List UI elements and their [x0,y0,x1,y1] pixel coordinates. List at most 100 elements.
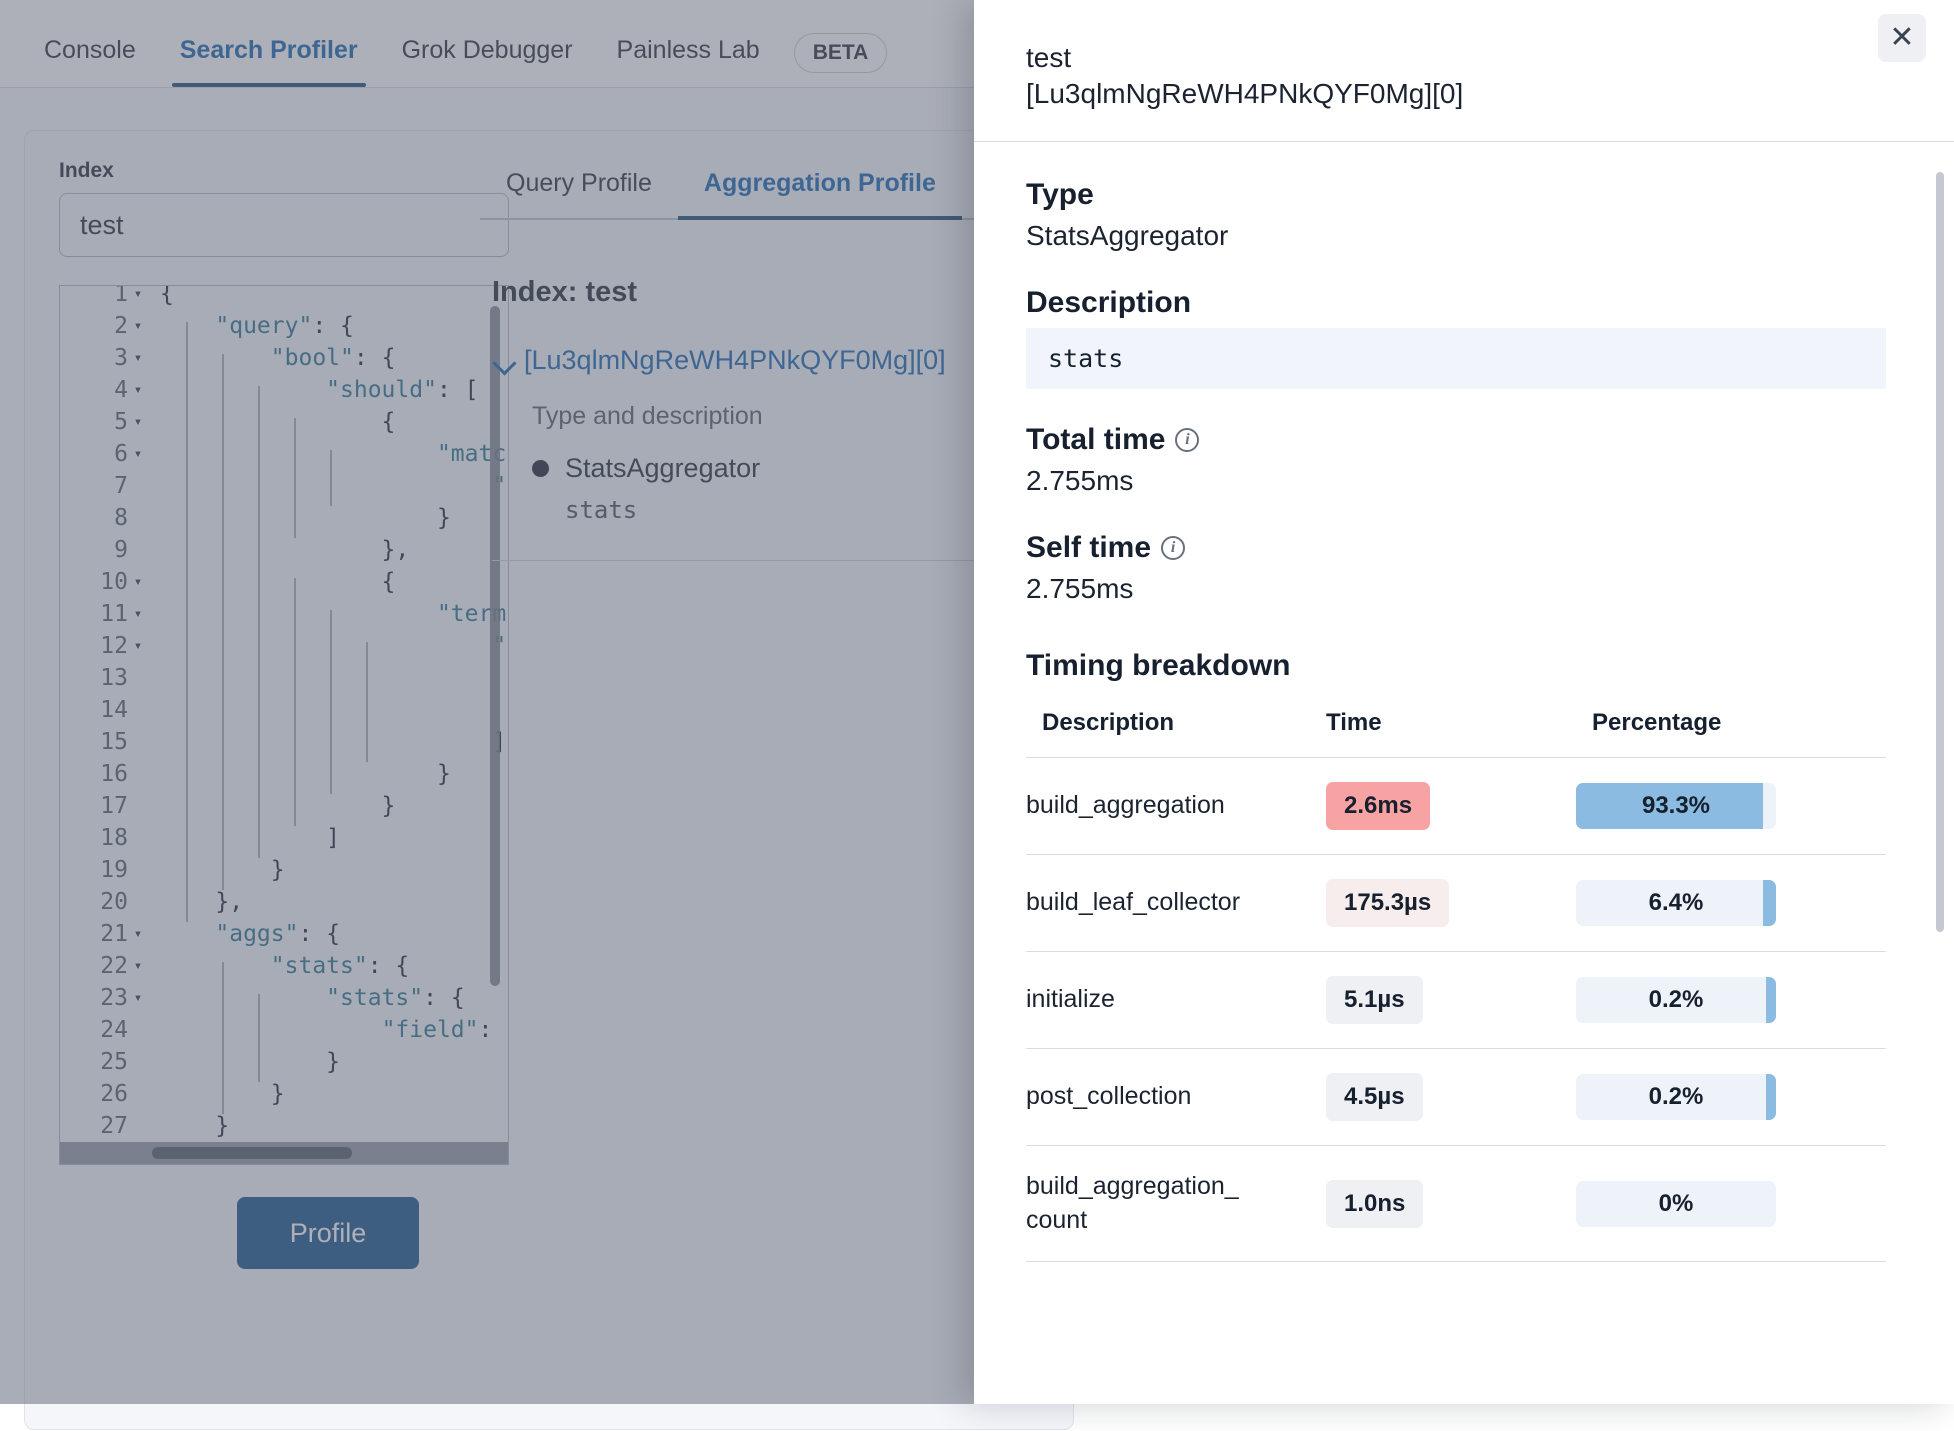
percentage-label: 0% [1658,1189,1694,1217]
time-pill: 5.1µs [1326,975,1423,1024]
editor-line-number: 18 [100,825,128,851]
row-time: 5.1µs [1326,951,1576,1049]
editor-line-number: 21 ▾ [60,918,148,950]
row-percentage: 0.2% [1576,1048,1886,1146]
editor-line[interactable]: "bool": { [270,345,396,371]
fold-triangle-icon[interactable]: ▾ [133,414,143,430]
editor-line-number: 26 [100,1081,128,1107]
editor-line[interactable]: } [160,1049,341,1075]
timing-breakdown-heading: Timing breakdown [1026,648,1291,682]
type-heading: Type [1026,177,1094,211]
time-pill: 1.0ns [1326,1179,1424,1228]
info-icon-self-time[interactable]: i [1161,535,1186,560]
tab-grok-debugger[interactable]: Grok Debugger [380,36,595,87]
description-heading: Description [1026,285,1192,319]
editor-line[interactable]: ] [160,825,341,851]
total-time-value: 2.755ms [1026,464,1134,496]
fold-triangle-icon[interactable]: ▾ [133,286,143,302]
column-header-time: Time [1326,708,1576,758]
editor-content[interactable]: 1 ▾ 2 ▾ 3 ▾ 4 ▾ 5 ▾ 6 ▾ 7 8 9 10 ▾ 11 ▾ 12 ▾ 13 14 15 16 17 18 19 20… [60,285,508,1164]
editor-line[interactable]: } [160,1113,230,1139]
row-time: 2.6ms [1326,757,1576,855]
tab-console-label: Console [44,36,136,64]
editor-line-number: 17 [100,793,128,819]
editor-line-number: 19 [100,857,128,883]
fold-triangle-icon[interactable]: ▾ [133,350,143,366]
column-header-percentage: Percentage [1576,708,1886,758]
fold-triangle-icon[interactable]: ▾ [133,958,143,974]
editor-line[interactable]: "stats": { [270,953,410,979]
percentage-label: 6.4% [1648,888,1704,916]
editor-line[interactable]: "terms": { [436,601,508,627]
editor-line-number: 25 [100,1049,128,1075]
row-percentage: 0% [1576,1145,1886,1263]
editor-line[interactable]: "name": "fred" [160,470,508,502]
editor-line[interactable]: "aggs": { [215,921,341,947]
editor-line[interactable]: { [160,409,396,435]
editor-gutter: 1 ▾ 2 ▾ 3 ▾ 4 ▾ 5 ▾ 6 ▾ 7 8 9 10 ▾ 11 ▾ 12 ▾ 13 14 15 16 17 18 19 20… [60,286,152,1164]
table-row: build_aggregation_count 1.0ns 0% [1026,1145,1886,1263]
editor-horizontal-scroll-thumb[interactable] [152,1147,352,1159]
percentage-label: 0.2% [1648,1082,1704,1110]
fold-triangle-icon[interactable]: ▾ [133,638,143,654]
editor-line[interactable]: "match": { [436,441,508,467]
timing-breakdown-table: Description Time Percentage build_aggreg… [1026,708,1886,1263]
shard-link-label[interactable]: [Lu3qlmNgReWH4PNkQYF0Mg][0] [524,345,946,375]
fold-triangle-icon[interactable]: ▾ [133,606,143,622]
description-value: stats [1026,327,1886,389]
column-header-description: Description [1026,708,1326,758]
editor-line-number: 15 [100,729,128,755]
flyout-scrollbar[interactable] [1936,171,1944,932]
details-flyout: test [Lu3qlmNgReWH4PNkQYF0Mg][0] ✕ Type … [974,0,1954,1404]
fold-triangle-icon[interactable]: ▾ [133,926,143,942]
editor-line[interactable]: } [160,857,285,883]
query-editor[interactable]: 1 ▾ 2 ▾ 3 ▾ 4 ▾ 5 ▾ 6 ▾ 7 8 9 10 ▾ 11 ▾ 12 ▾ 13 14 15 16 17 18 19 20… [59,285,509,1165]
editor-line[interactable]: ] [160,729,507,755]
tab-painless-lab[interactable]: Painless Lab [595,36,782,87]
editor-horizontal-scrollbar[interactable] [60,1142,508,1164]
editor-code[interactable]: { "query": { "bool": { "should": [ { "ma… [152,285,508,1164]
fold-triangle-icon[interactable]: ▾ [133,990,143,1006]
index-input[interactable]: test [59,193,509,257]
editor-line[interactable]: "field": "price" [381,1017,508,1043]
percentage-label: 0.2% [1648,985,1704,1013]
editor-line-number: 3 ▾ [60,342,148,374]
tab-aggregation-profile[interactable]: Aggregation Profile [677,159,962,220]
editor-line[interactable]: "name": [ [160,630,508,662]
tab-search-profiler-label: Search Profiler [179,36,358,64]
editor-line-number: 11 ▾ [60,598,148,630]
editor-line[interactable]: { [160,569,396,595]
tab-aggregation-profile-label: Aggregation Profile [703,169,936,197]
editor-line[interactable]: } [160,793,396,819]
tab-painless-lab-label: Painless Lab [616,36,760,64]
editor-line[interactable]: "stats": { [326,985,465,1011]
close-icon[interactable]: ✕ [1878,14,1926,62]
total-time-heading: Total time [1026,422,1166,456]
chevron-down-icon[interactable] [492,348,518,374]
percentage-label: 93.3% [1641,791,1711,819]
fold-triangle-icon[interactable]: ▾ [133,574,143,590]
fold-triangle-icon[interactable]: ▾ [133,318,143,334]
editor-line-number: 4 ▾ [60,374,148,406]
percentage-bar: 0.2% [1576,976,1776,1023]
editor-line[interactable]: "should": [ [326,377,479,403]
editor-line[interactable]: }, [160,889,244,915]
editor-line[interactable]: }, [160,537,410,563]
editor-line[interactable]: "query": { [215,313,354,339]
fold-triangle-icon[interactable]: ▾ [133,382,143,398]
info-icon-total-time[interactable]: i [1175,427,1200,452]
tab-query-profile[interactable]: Query Profile [480,159,678,218]
editor-line[interactable]: } [160,1081,285,1107]
editor-line[interactable]: "sally" [160,694,508,726]
tab-console[interactable]: Console [22,36,158,87]
editor-line[interactable]: "sue", [160,662,508,694]
profile-button[interactable]: Profile [237,1197,419,1269]
fold-triangle-icon[interactable]: ▾ [133,446,143,462]
tab-search-profiler[interactable]: Search Profiler [158,36,380,87]
total-time-label-row: Total time i [1026,423,1894,457]
editor-line[interactable]: } [160,761,451,787]
editor-line[interactable]: { [160,285,174,307]
editor-line[interactable]: } [160,505,451,531]
row-percentage: 6.4% [1576,854,1886,952]
top-tab-bar: Console Search Profiler Grok Debugger Pa… [0,0,1100,88]
